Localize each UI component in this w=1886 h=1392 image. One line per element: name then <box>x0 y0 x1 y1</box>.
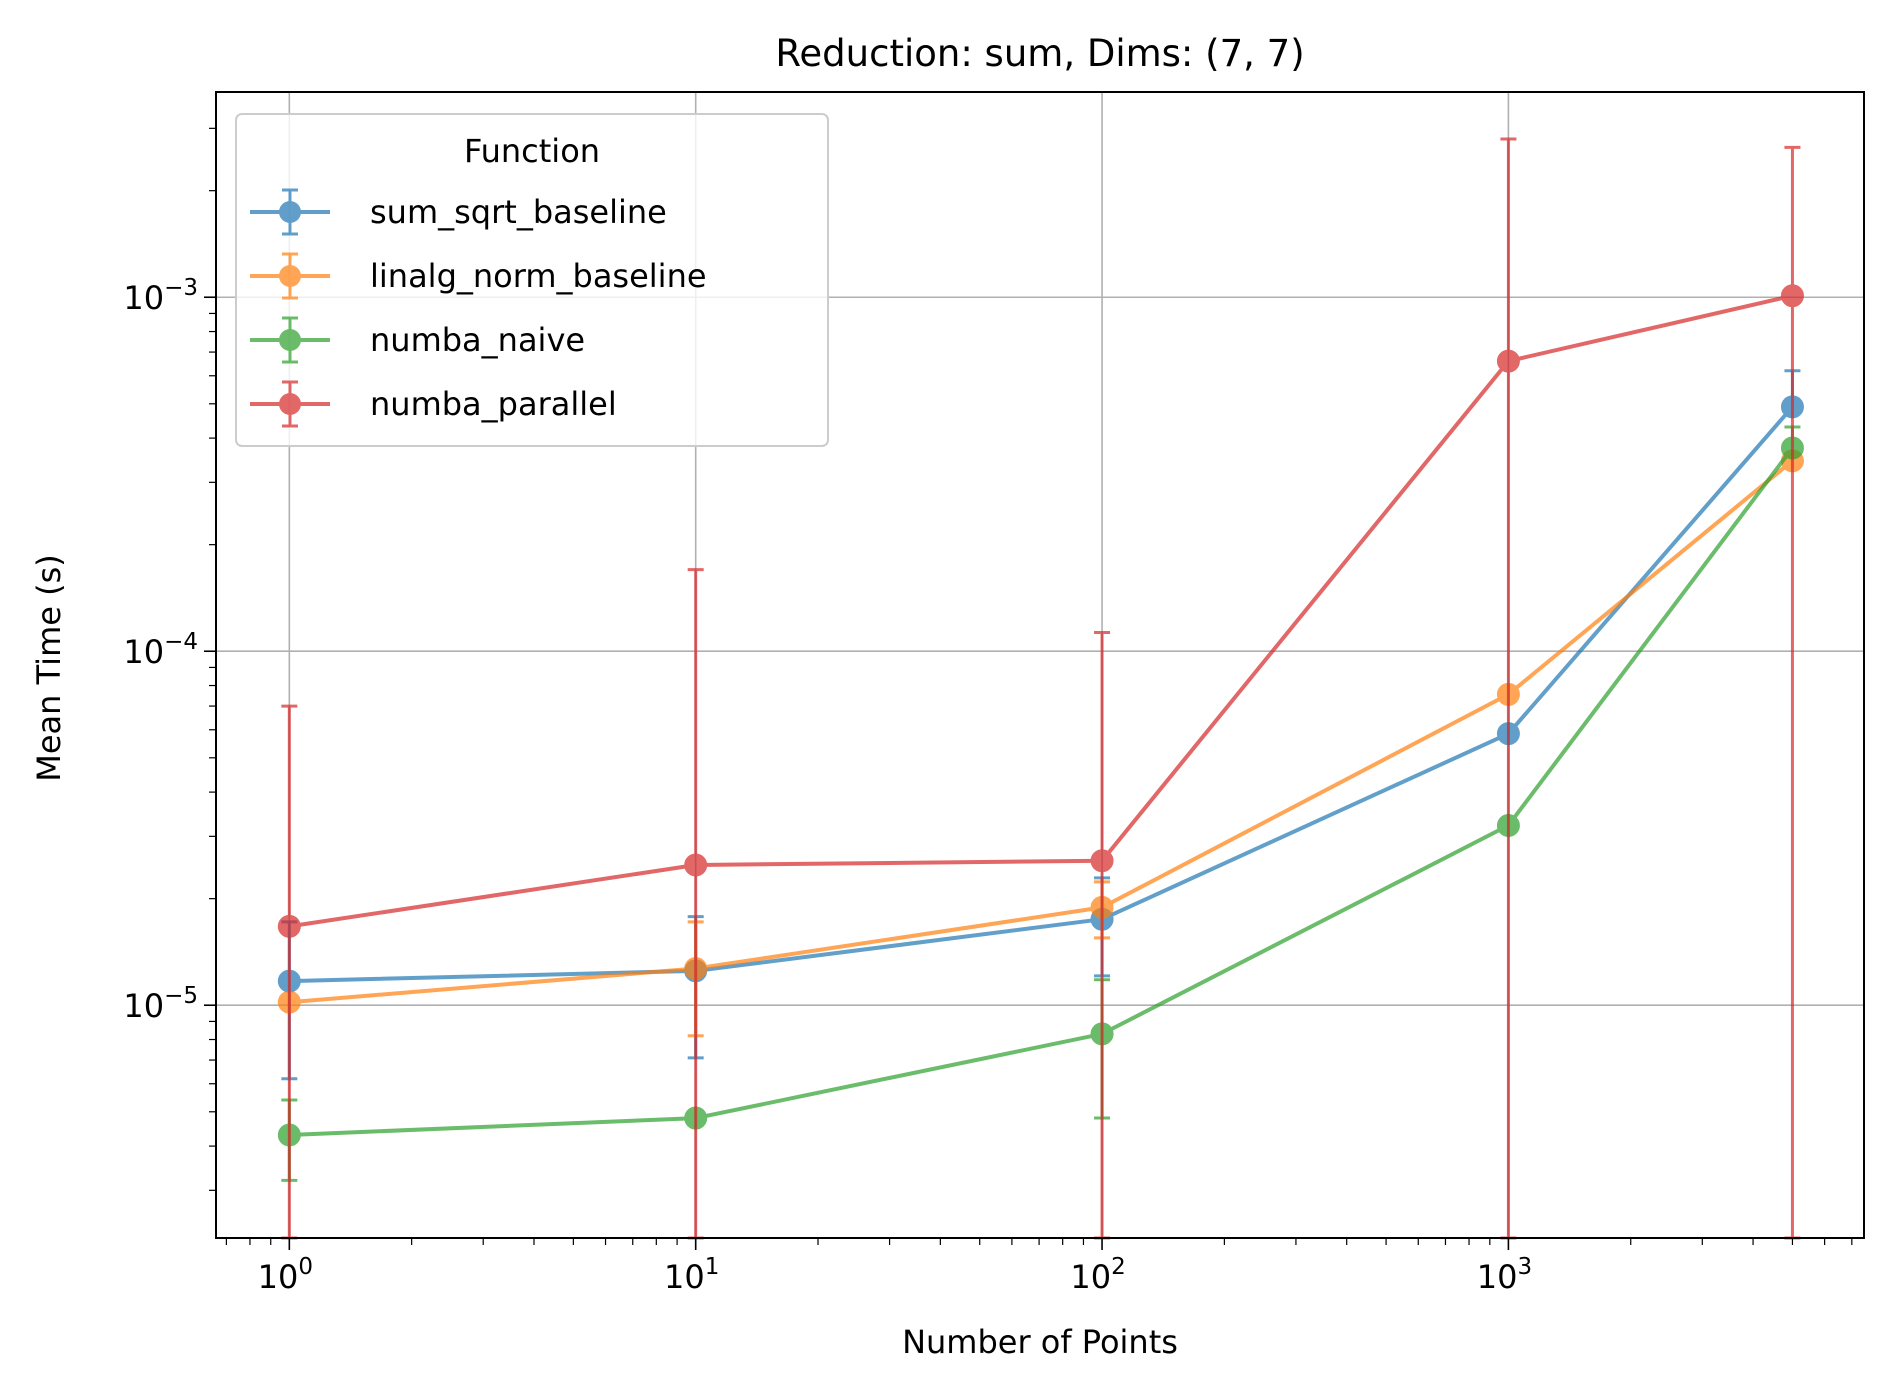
legend-marker <box>279 329 301 351</box>
legend-entries: sum_sqrt_baseline linalg_norm_baselinenum… <box>250 188 707 428</box>
legend-entry: sum_sqrt_baseline <box>250 188 667 236</box>
series-layer <box>277 137 1804 1240</box>
legend-swatch <box>250 188 330 236</box>
plot-frame <box>215 91 1865 1239</box>
x-tick-label: 100 <box>258 1254 313 1296</box>
legend-marker <box>279 393 301 415</box>
y-axis-label: Mean Time (s) <box>30 554 68 781</box>
data-point <box>277 914 301 938</box>
legend-marker <box>279 265 301 287</box>
legend-swatch <box>250 252 330 300</box>
legend-label: numba_naive <box>370 321 585 359</box>
legend-marker <box>279 201 301 223</box>
x-tick-label: 102 <box>1070 1254 1125 1296</box>
legend-entry: linalg_norm_baseline <box>250 252 707 300</box>
data-point <box>1496 349 1520 373</box>
legend-entry: numba_parallel <box>250 380 617 428</box>
legend-box <box>235 113 829 447</box>
legend-swatch <box>250 380 330 428</box>
data-point <box>1090 849 1114 873</box>
y-tick-label: 10−4 <box>123 629 198 671</box>
x-axis-label: Number of Points <box>902 1323 1178 1361</box>
legend-label: sum_sqrt_baseline <box>370 193 667 231</box>
chart-title: Reduction: sum, Dims: (7, 7) <box>775 32 1304 75</box>
series-numba_parallel <box>277 137 1804 1240</box>
legend-label: numba_parallel <box>370 385 617 423</box>
legend-entry: numba_naive <box>250 316 585 364</box>
legend-swatch <box>250 316 330 364</box>
ticks: 100 101 102 103 10−5 10−4 10−3 <box>123 127 1853 1296</box>
y-tick-label: 10−5 <box>123 983 198 1025</box>
legend-label: linalg_norm_baseline <box>370 257 707 295</box>
data-point <box>1780 284 1804 308</box>
y-tick-label: 10−3 <box>123 275 198 317</box>
x-tick-label: 103 <box>1477 1254 1532 1296</box>
legend-title: Function <box>464 132 600 170</box>
legend: Function sum_sqrt_baseline linalg_norm_ba… <box>235 113 829 447</box>
data-point <box>684 853 708 877</box>
x-tick-label: 101 <box>664 1254 719 1296</box>
